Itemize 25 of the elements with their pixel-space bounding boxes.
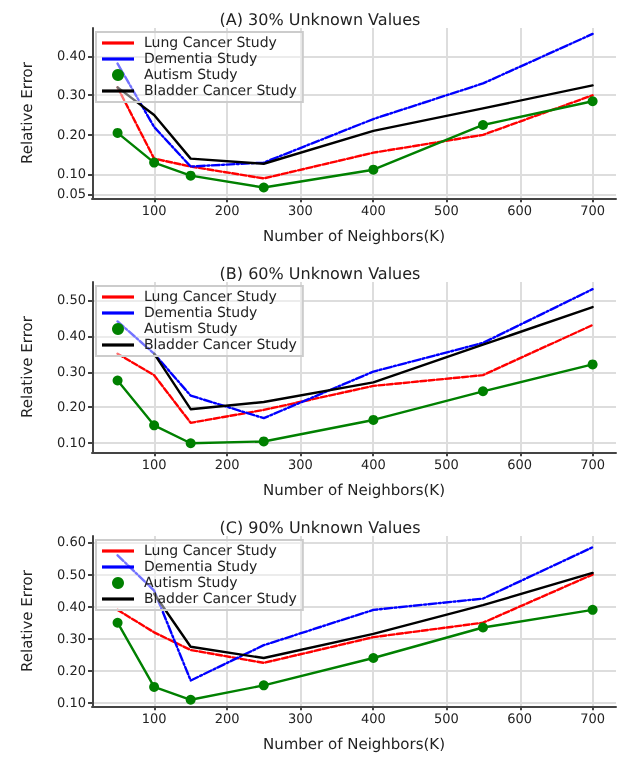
- point: [185, 438, 196, 449]
- point: [368, 164, 379, 175]
- point: [149, 681, 160, 692]
- point: [478, 622, 488, 633]
- point: [587, 96, 598, 107]
- point: [587, 359, 598, 370]
- point: [112, 617, 123, 628]
- point: [149, 157, 160, 168]
- point: [185, 170, 196, 181]
- point: [185, 694, 196, 705]
- point: [258, 680, 269, 691]
- point: [368, 653, 379, 664]
- point: [112, 375, 123, 386]
- point: [112, 127, 123, 138]
- chart-title: (B) 60% Unknown Values: [219, 265, 421, 283]
- chart-title: (A) 30% Unknown Values: [219, 11, 421, 29]
- point: [587, 604, 598, 615]
- point: [258, 436, 269, 447]
- point: [258, 182, 269, 193]
- chart-title: (C) 90% Unknown Values: [219, 519, 421, 537]
- point: [149, 420, 160, 431]
- point: [368, 414, 379, 425]
- line-series: [116, 323, 594, 425]
- point: [478, 386, 488, 397]
- point: [478, 119, 488, 130]
